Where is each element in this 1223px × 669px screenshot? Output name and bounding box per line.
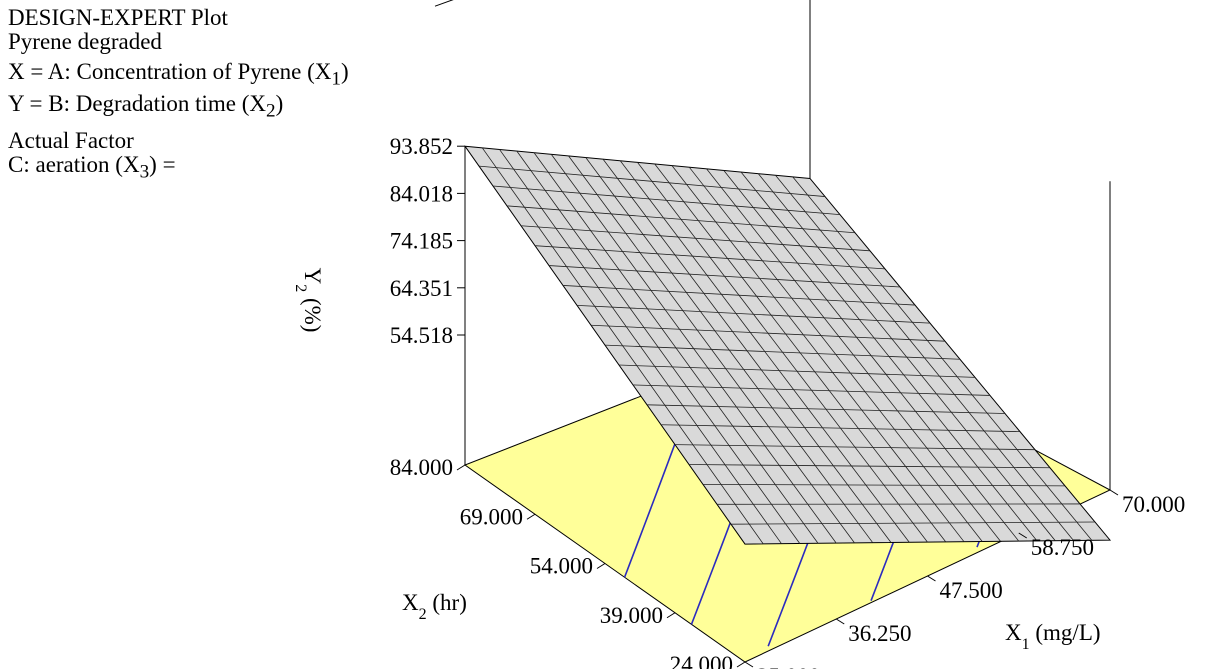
z-tick-label: 64.351 bbox=[390, 276, 453, 301]
y-tick-mark bbox=[666, 612, 676, 619]
y-tick-mark bbox=[456, 464, 466, 471]
x-tick-mark bbox=[927, 575, 936, 582]
y-tick-mark bbox=[736, 661, 746, 668]
app-title: DESIGN-EXPERT Plot bbox=[8, 5, 228, 30]
x-tick-label: 70.000 bbox=[1122, 492, 1185, 517]
z-axis-label: Y2 (%) bbox=[293, 268, 326, 333]
x-factor-label: X = A: Concentration of Pyrene (X1) bbox=[8, 59, 349, 90]
surface-gridline-x bbox=[688, 166, 983, 542]
surface-gridline-y bbox=[534, 245, 886, 270]
y-factor-label: Y = B: Degradation time (X2) bbox=[8, 90, 284, 122]
x-tick-mark bbox=[835, 618, 845, 625]
surface-gridline-y bbox=[492, 185, 841, 216]
surface-gridline-y bbox=[604, 344, 961, 360]
x-tick-mark bbox=[1018, 532, 1028, 539]
x-axis-label: X1 (mg/L) bbox=[1005, 620, 1101, 653]
x-tick-mark bbox=[1109, 489, 1119, 496]
surface-gridline-x bbox=[723, 170, 1020, 542]
z-tick-label: 93.852 bbox=[390, 134, 453, 159]
y-tick-label: 54.000 bbox=[530, 554, 593, 579]
surface-gridline-y bbox=[478, 165, 826, 197]
surface-gridline-x bbox=[654, 163, 947, 543]
actual-factor-title: Actual Factor bbox=[8, 128, 134, 154]
x-tick-label: 25.000 bbox=[757, 664, 820, 669]
surface-gridline-y bbox=[576, 304, 931, 324]
surface-gridline-x bbox=[706, 168, 1001, 542]
response-surface bbox=[463, 145, 1112, 545]
z-tick-label: 84.018 bbox=[390, 181, 453, 206]
surface-gridline-y bbox=[548, 265, 901, 288]
surface-gridline-x bbox=[792, 176, 1093, 541]
surface-gridline-y bbox=[590, 324, 946, 342]
y-tick-label: 84.000 bbox=[390, 455, 453, 480]
surface-gridline-x bbox=[757, 173, 1056, 541]
surface-gridline-y bbox=[506, 205, 856, 234]
box-top-edge bbox=[434, 0, 454, 7]
z-tick-label: 54.518 bbox=[390, 323, 453, 348]
x-tick-label: 36.250 bbox=[848, 621, 911, 646]
surface-gridline-y bbox=[520, 225, 871, 252]
x-tick-label: 47.500 bbox=[940, 578, 1003, 603]
surface-gridline-y bbox=[562, 285, 916, 306]
z-tick-label: 74.185 bbox=[390, 229, 453, 254]
actual-factor-label: C: aeration (X3) = bbox=[8, 152, 176, 183]
x-tick-label: 58.750 bbox=[1031, 535, 1094, 560]
y-axis-label: X2 (hr) bbox=[402, 590, 467, 623]
y-tick-label: 69.000 bbox=[460, 504, 523, 529]
surface-gridline-x bbox=[740, 171, 1038, 542]
surface-gridline-x bbox=[671, 165, 965, 542]
plot-legend: DESIGN-EXPERT Plot Pyrene degraded X = A… bbox=[8, 6, 349, 185]
y-tick-label: 39.000 bbox=[600, 603, 663, 628]
y-tick-mark bbox=[596, 563, 606, 569]
surface-gridline-x bbox=[775, 175, 1074, 541]
x-tick-mark bbox=[744, 661, 754, 668]
y-tick-label: 24.000 bbox=[670, 652, 733, 669]
y-tick-mark bbox=[526, 513, 536, 520]
response-name: Pyrene degraded bbox=[8, 29, 162, 54]
